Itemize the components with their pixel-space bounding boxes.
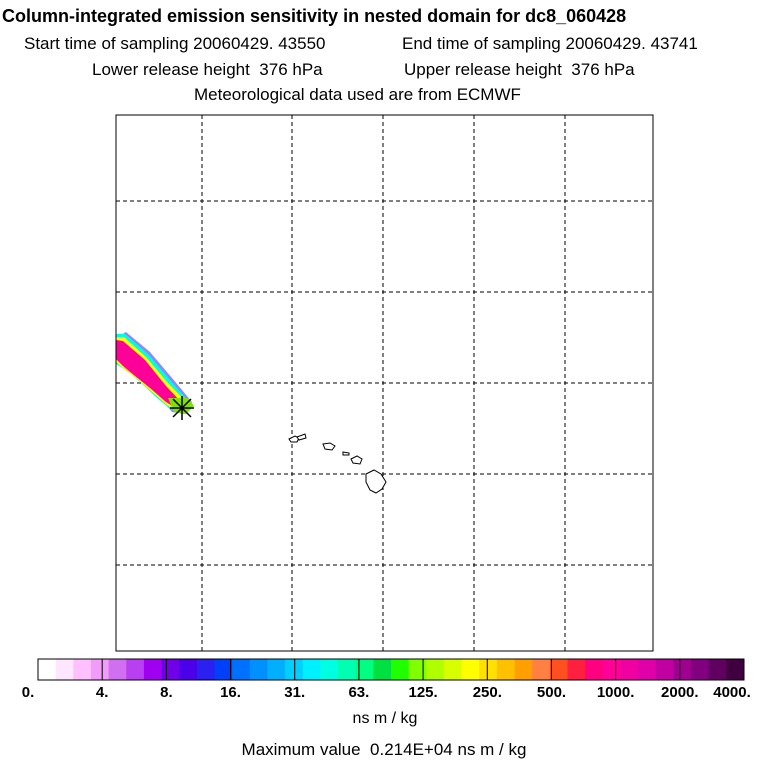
colorbar-units: ns m / kg xyxy=(352,710,418,727)
colorbar-segment xyxy=(55,659,74,680)
start-time-line: Start time of sampling 20060429. 43550 xyxy=(24,34,326,54)
colorbar-segment xyxy=(373,659,392,680)
colorbar-segment xyxy=(479,659,498,680)
maximum-value-line: Maximum value 0.214E+04 ns m / kg xyxy=(242,740,527,760)
island-shape xyxy=(350,455,363,465)
colorbar-segment xyxy=(638,659,657,680)
colorbar-segment xyxy=(267,659,286,680)
upper-height-value: 376 hPa xyxy=(571,60,635,79)
plume-core xyxy=(116,340,184,410)
island-shape xyxy=(365,469,387,494)
colorbar xyxy=(37,658,745,681)
colorbar-segment xyxy=(196,659,215,680)
upper-height-line: Upper release height 376 hPa xyxy=(404,60,635,80)
colorbar-segment xyxy=(249,659,268,680)
colorbar-tick-label: 500. xyxy=(536,684,567,701)
colorbar-segment xyxy=(143,659,162,680)
map-title: Column-integrated emission sensitivity i… xyxy=(2,6,627,26)
met-data-line: Meteorological data used are from ECMWF xyxy=(194,85,521,104)
upper-height-label: Upper release height xyxy=(404,60,562,79)
colorbar-segment xyxy=(726,659,745,680)
lower-height-value: 376 hPa xyxy=(259,60,323,79)
colorbar-tick-label: 125. xyxy=(408,684,438,701)
colorbar-segment xyxy=(38,659,57,680)
colorbar-segment xyxy=(708,659,727,680)
colorbar-segment xyxy=(302,659,321,680)
maximum-value-label: Maximum value xyxy=(241,740,361,759)
map-frame xyxy=(115,114,654,652)
colorbar-tick-label: 4000. xyxy=(713,684,751,701)
end-time-label: End time of sampling xyxy=(402,34,561,53)
start-time-value: 20060429. 43550 xyxy=(193,34,326,53)
colorbar-segment xyxy=(426,659,445,680)
colorbar-dividers xyxy=(101,659,681,680)
sensitivity-plume xyxy=(116,332,194,414)
end-time-value: 20060429. 43741 xyxy=(565,34,698,53)
colorbar-tick-label: 4. xyxy=(95,684,109,701)
maximum-value: 0.214E+04 ns m / kg xyxy=(370,740,527,759)
colorbar-segment xyxy=(602,659,621,680)
colorbar-segment xyxy=(691,659,710,680)
colorbar-segment xyxy=(285,659,304,680)
colorbar-segment xyxy=(514,659,533,680)
map-plot xyxy=(115,114,654,652)
colorbar-tick-label: 31. xyxy=(284,684,306,701)
colorbar-segment xyxy=(214,659,233,680)
colorbar-tick-label: 63. xyxy=(348,684,370,701)
colorbar-segment xyxy=(338,659,357,680)
end-time-line: End time of sampling 20060429. 43741 xyxy=(402,34,698,54)
colorbar-segment xyxy=(443,659,462,680)
colorbar-segment xyxy=(90,659,109,680)
colorbar-segment xyxy=(567,659,586,680)
island-shape xyxy=(342,451,350,456)
colorbar-segment xyxy=(179,659,198,680)
lower-height-line: Lower release height 376 hPa xyxy=(92,60,323,80)
start-time-label: Start time of sampling xyxy=(24,34,189,53)
colorbar-segment xyxy=(108,659,127,680)
colorbar-segment xyxy=(408,659,427,680)
colorbar-tick-label: 8. xyxy=(160,684,173,701)
colorbar-tick-label: 1000. xyxy=(596,684,635,701)
marker-stroke xyxy=(172,398,192,418)
colorbar-segments xyxy=(38,659,745,680)
island-shape xyxy=(322,442,336,451)
colorbar-segment xyxy=(496,659,515,680)
colorbar-tick-label: 16. xyxy=(220,684,241,701)
colorbar-segment xyxy=(161,659,180,680)
colorbar-segment xyxy=(232,659,251,680)
colorbar-segment xyxy=(620,659,639,680)
colorbar-segment xyxy=(532,659,551,680)
island-shape xyxy=(288,435,300,443)
colorbar-segment xyxy=(73,659,92,680)
colorbar-segment xyxy=(549,659,568,680)
colorbar-segment xyxy=(391,659,410,680)
island-shape xyxy=(296,433,307,441)
colorbar-segment xyxy=(585,659,604,680)
colorbar-tick-label: 250. xyxy=(472,684,502,701)
colorbar-tick-label: 2000. xyxy=(661,684,699,701)
colorbar-segment xyxy=(655,659,674,680)
colorbar-segment xyxy=(320,659,339,680)
colorbar-segment xyxy=(355,659,374,680)
grid-lines xyxy=(116,115,653,651)
colorbar-segment xyxy=(673,659,692,680)
colorbar-tick-label: 0. xyxy=(21,684,35,701)
island-coastlines xyxy=(288,433,387,494)
lower-height-label: Lower release height xyxy=(92,60,250,79)
colorbar-segment xyxy=(126,659,145,680)
colorbar-segment xyxy=(461,659,480,680)
colorbar-frame xyxy=(37,658,745,681)
release-point-marker xyxy=(170,396,194,420)
